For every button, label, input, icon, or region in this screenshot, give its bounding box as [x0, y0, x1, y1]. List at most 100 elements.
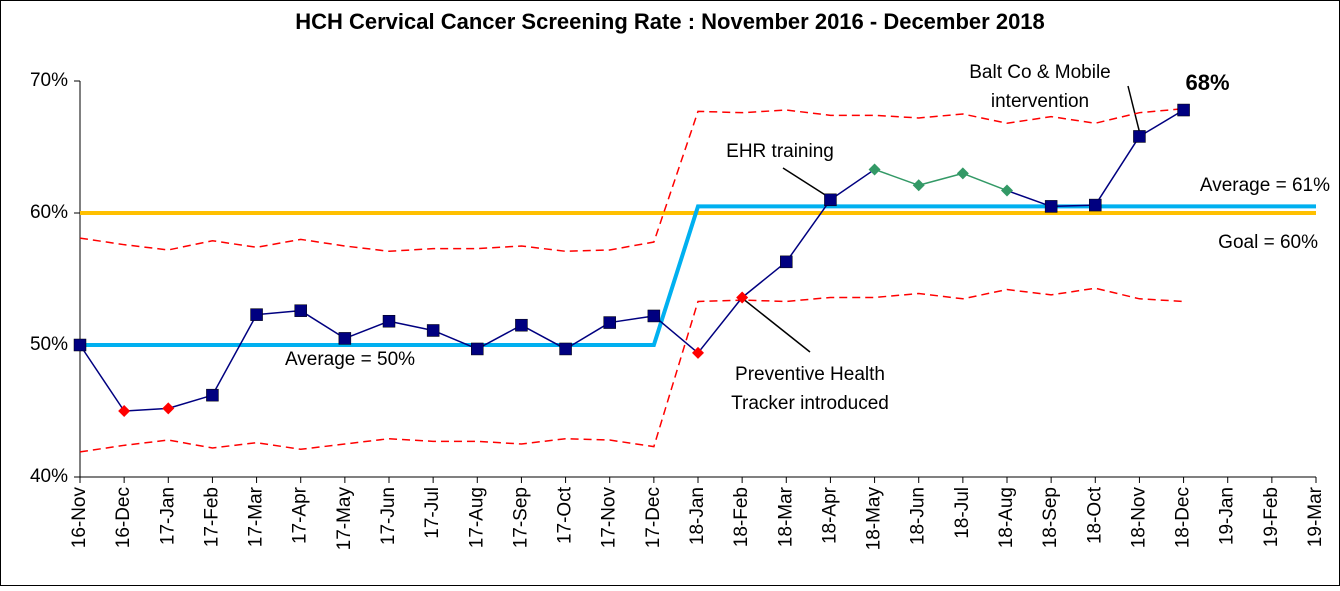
series-segment — [388, 320, 434, 332]
point — [162, 402, 175, 415]
y-tick-label: 50% — [30, 334, 68, 355]
annotation: Goal = 60% — [1218, 232, 1318, 253]
series-segment — [211, 314, 258, 396]
arrow — [1127, 85, 1141, 135]
series-segment — [521, 324, 566, 350]
series-segment — [874, 168, 919, 186]
series-segment — [830, 168, 875, 201]
point — [868, 163, 881, 176]
point — [1133, 130, 1146, 143]
point — [471, 342, 484, 356]
x-tick-label: 17-Aug — [466, 487, 487, 548]
point — [1089, 198, 1102, 212]
x-tick-label: 18-May — [864, 487, 885, 551]
series-segment — [1094, 136, 1141, 206]
x-tick-label: 17-Nov — [599, 487, 620, 549]
y-tick-label: 70% — [30, 70, 68, 91]
x-tick-label: 18-Jan — [687, 487, 708, 545]
x-tick-label: 18-Mar — [775, 486, 796, 547]
x-tick-label: 18-Aug — [996, 487, 1017, 548]
x-tick-label: 18-Apr — [819, 486, 840, 544]
series-segment — [697, 297, 743, 354]
series-segment — [1051, 204, 1096, 208]
arrow — [741, 297, 811, 353]
series-segment — [1006, 189, 1052, 208]
series-segment — [344, 320, 390, 340]
series-line — [80, 204, 1316, 347]
data-label: 68% — [1186, 70, 1230, 95]
x-tick-label: 18-Sep — [1040, 487, 1061, 548]
annotation: Average = 50% — [285, 349, 415, 370]
point — [912, 179, 925, 192]
x-tick-label: 19-Jan — [1217, 487, 1238, 545]
x-tick-label: 18-Jul — [952, 487, 973, 539]
series-segment — [918, 172, 964, 187]
annotation: intervention — [991, 91, 1089, 112]
series-segment — [124, 407, 169, 412]
point — [603, 316, 616, 329]
point — [118, 405, 131, 417]
point — [426, 324, 440, 337]
x-tick-label: 17-Feb — [201, 487, 222, 547]
series-segment — [476, 324, 522, 350]
x-tick-label: 18-Dec — [1173, 487, 1194, 548]
x-tick-label: 17-Jan — [157, 487, 178, 545]
x-tick-label: 17-Jun — [378, 487, 399, 545]
series-segment — [609, 315, 654, 324]
annotation: Average = 61% — [1200, 175, 1330, 196]
series-segment — [785, 199, 832, 263]
annotation: EHR training — [726, 141, 834, 162]
chart-title: HCH Cervical Cancer Screening Rate : Nov… — [295, 9, 1045, 34]
point — [73, 338, 87, 352]
point — [956, 167, 969, 180]
arrow — [782, 167, 831, 199]
point — [780, 255, 793, 269]
x-tick-label: 17-Dec — [643, 487, 664, 548]
x-tick-label: 18-Feb — [731, 487, 752, 547]
series-segment — [962, 172, 1008, 192]
point — [515, 318, 528, 332]
y-tick-label: 60% — [30, 202, 68, 223]
data-series — [73, 103, 1190, 417]
series-line — [79, 287, 1184, 453]
point — [824, 193, 837, 207]
point — [206, 388, 219, 402]
point — [250, 308, 263, 321]
point — [1001, 184, 1013, 197]
series-segment — [300, 310, 346, 340]
series-segment — [79, 344, 125, 412]
series-segment — [168, 394, 213, 410]
series-segment — [256, 309, 301, 316]
series-segment — [653, 315, 699, 354]
point — [338, 332, 352, 345]
x-tick-label: 19-Feb — [1261, 487, 1282, 547]
point — [736, 291, 749, 304]
point — [1044, 200, 1058, 213]
x-tick-label: 18-Oct — [1084, 486, 1105, 544]
x-tick-label: 16-Nov — [69, 487, 90, 549]
annotation: Tracker introduced — [731, 393, 889, 414]
point — [382, 314, 396, 328]
series-line — [79, 107, 1184, 253]
point — [294, 304, 307, 317]
point — [1177, 103, 1190, 117]
point — [647, 309, 661, 323]
x-tick-label: 18-Jun — [908, 487, 929, 545]
series-segment — [565, 321, 611, 350]
x-tick-label: 16-Dec — [113, 487, 134, 548]
annotation: Preventive Health — [735, 364, 885, 385]
x-tick-label: 19-Mar — [1305, 486, 1326, 547]
annotation: Balt Co & Mobile — [969, 62, 1111, 83]
point — [692, 346, 704, 359]
series-segment — [1139, 109, 1184, 138]
series-segment — [432, 329, 478, 350]
x-tick-label: 17-Jul — [422, 487, 443, 539]
annotation-arrows — [741, 85, 1141, 353]
x-tick-label: 18-Nov — [1128, 487, 1149, 549]
point — [559, 342, 572, 356]
y-tick-label: 40% — [30, 466, 68, 487]
series-segment — [741, 261, 787, 299]
x-tick-label: 17-Oct — [555, 486, 576, 544]
x-tick-label: 17-Mar — [246, 486, 267, 547]
